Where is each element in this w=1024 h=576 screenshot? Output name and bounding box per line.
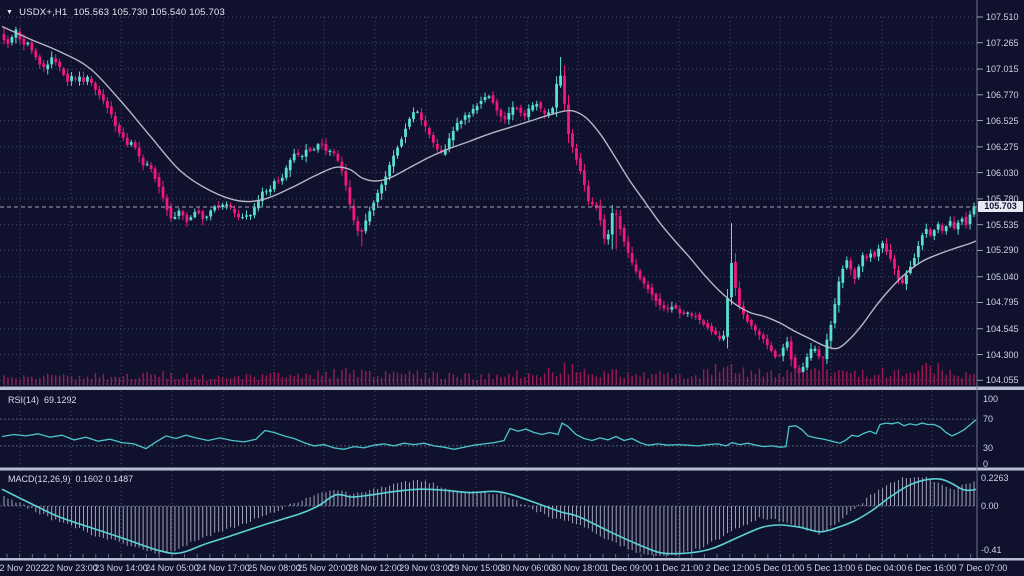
macd-name: MACD(12,26,9) — [8, 474, 71, 484]
rsi-axis-label: 70 — [983, 414, 994, 424]
time-axis-label: 23 Nov 14:00 — [94, 563, 148, 573]
time-axis-label: 1 Dec 21:00 — [654, 563, 704, 573]
time-axis-label: 1 Dec 09:00 — [603, 563, 653, 573]
macd-axis-label: 0.00 — [981, 501, 999, 511]
time-axis-label: 25 Nov 20:00 — [297, 563, 351, 573]
macd-values: 0.1602 0.1487 — [75, 474, 134, 484]
price-axis-label: 106.275 — [986, 141, 1019, 152]
rsi-axis-label: 100 — [983, 394, 999, 404]
current-price-tag: 105.703 — [978, 201, 1023, 212]
time-axis-label: 24 Nov 17:00 — [196, 563, 250, 573]
price-axis-label: 107.015 — [986, 64, 1019, 75]
macd-indicator-label: MACD(12,26,9) 0.1602 0.1487 — [8, 474, 133, 484]
symbol-dropdown-icon[interactable]: ▼ — [6, 9, 14, 16]
time-axis-label: 25 Nov 08:00 — [247, 563, 301, 573]
time-axis-label: 22 Nov 23:00 — [44, 563, 98, 573]
rsi-axis-label: 30 — [983, 443, 994, 453]
price-axis-label: 106.770 — [986, 89, 1019, 100]
macd-axis-label: -0.41 — [981, 545, 1002, 555]
price-axis-label: 105.535 — [986, 219, 1019, 230]
price-axis-label: 104.795 — [986, 297, 1019, 308]
time-axis-label: 2 Dec 12:00 — [705, 563, 755, 573]
price-axis-label: 104.545 — [986, 323, 1019, 334]
time-axis-label: 5 Dec 13:00 — [806, 563, 856, 573]
rsi-value: 69.1292 — [44, 395, 77, 405]
price-axis-label: 107.510 — [986, 12, 1019, 22]
rsi-indicator-label: RSI(14) 69.1292 — [8, 395, 77, 405]
ohlc-readout: 105.563 105.730 105.540 105.703 — [73, 7, 225, 18]
price-axis-label: 104.300 — [986, 349, 1019, 360]
price-axis-label: 104.055 — [986, 375, 1019, 386]
time-axis-label: 24 Nov 05:00 — [145, 563, 199, 573]
time-axis-label: 22 Nov 2022 — [0, 563, 46, 573]
time-axis-label: 28 Nov 12:00 — [348, 563, 402, 573]
price-axis-label: 105.290 — [986, 245, 1019, 256]
time-axis-label: 29 Nov 15:00 — [449, 563, 503, 573]
symbol-title: ▼ USDX+,H1 105.563 105.730 105.540 105.7… — [6, 7, 225, 18]
time-axis-label: 30 Nov 18:00 — [551, 563, 605, 573]
rsi-name: RSI(14) — [8, 395, 40, 405]
time-axis-label: 6 Dec 04:00 — [857, 563, 907, 573]
time-axis-label: 30 Nov 06:00 — [500, 563, 554, 573]
price-axis-label: 106.525 — [986, 115, 1019, 126]
symbol-timeframe: USDX+,H1 — [19, 7, 68, 18]
time-axis-label: 5 Dec 01:00 — [755, 563, 805, 573]
price-axis-label: 105.040 — [986, 271, 1019, 282]
price-axis-label: 106.030 — [986, 167, 1019, 178]
time-axis-label: 7 Dec 07:00 — [958, 563, 1008, 573]
time-axis-label: 29 Nov 03:00 — [399, 563, 453, 573]
price-axis-label: 107.265 — [986, 37, 1019, 48]
macd-axis-label: 0.2263 — [981, 473, 1009, 483]
rsi-axis-label: 0 — [983, 459, 989, 469]
price-axis-label: 105.780 — [986, 193, 1019, 204]
time-axis-label: 6 Dec 16:00 — [907, 563, 957, 573]
